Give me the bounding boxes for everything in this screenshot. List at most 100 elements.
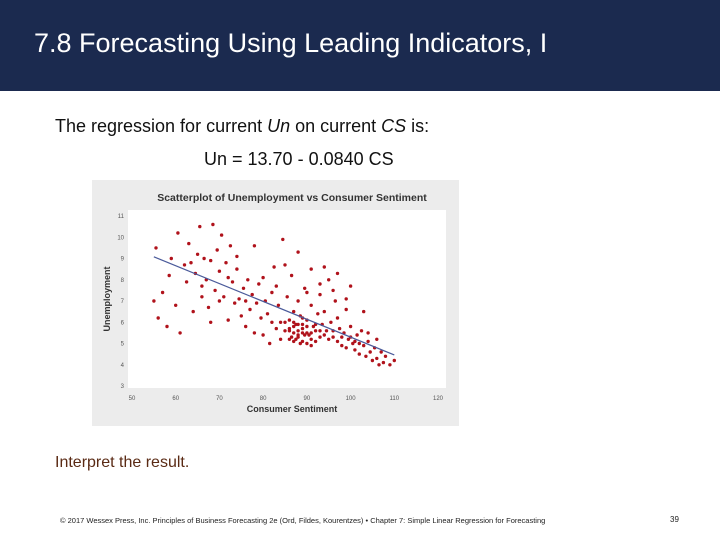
scatter-point [309,267,313,271]
scatter-point [344,297,348,301]
scatter-point [283,263,287,267]
scatter-point [241,286,246,290]
scatter-point [200,295,204,299]
y-tick-label: 3 [121,384,125,390]
scatter-point [327,337,331,341]
scatter-point [198,224,202,229]
scatter-point [187,241,191,246]
intro-prefix: The regression for current [55,116,268,136]
scatter-point [287,318,292,322]
scatter-point [357,352,361,356]
y-tick-label: 4 [121,363,125,369]
scatter-point [278,337,283,341]
scatter-point [296,250,300,254]
scatter-point [305,290,309,295]
tick-labels: 50 60 70 80 90 100 110 120 3 4 5 6 7 8 9 10 11 [117,214,443,402]
scatter-point [322,309,326,314]
scatter-point [318,335,322,339]
scatter-point [309,331,313,335]
scatter-point [283,320,287,324]
scatter-point [270,320,274,324]
scatter-point [355,333,359,337]
scatter-point [228,244,233,248]
interpret-prompt: Interpret the result. [55,454,190,471]
scatter-point [292,324,296,329]
scatter-point [289,335,294,339]
scatter-point [230,280,235,284]
y-axis-label: Unemployment [102,266,112,331]
scatter-point [287,326,292,331]
scatter-point [191,309,195,314]
scatter-point [300,339,305,344]
scatter-point [156,316,160,320]
scatter-point [296,299,300,303]
scatter-point [257,282,261,286]
scatter-point [219,233,224,237]
scatter-point [209,320,213,324]
scatter-point [307,333,311,337]
scatter-point [346,337,351,341]
scatter-point [244,299,248,303]
scatter-point [362,343,366,348]
scatter-point [167,273,171,278]
scatter-point [160,290,165,295]
scatter-point [316,312,320,316]
scatter-point [274,326,278,331]
y-tick-label: 9 [121,257,125,263]
scatter-point [222,295,226,299]
scatter-point [324,329,329,333]
scatter-point [305,331,309,335]
scatter-point [309,303,313,307]
scatter-point [296,329,300,333]
scatter-point [348,284,353,288]
scatter-point [353,348,357,352]
scatter-point [274,284,278,288]
scatter-point [309,337,313,341]
scatter-point [281,237,285,242]
scatter-point [388,363,392,367]
scatter-point [246,278,250,282]
scatter-point [182,263,187,267]
x-tick-label: 120 [433,396,444,402]
scatter-point [383,354,388,358]
scatter-point [292,331,296,335]
scatter-point [318,282,322,286]
regression-equation: Un = 13.70 - 0.0840 CS [204,149,394,169]
scatter-point [195,252,200,256]
scatter-point [206,305,211,310]
scatter-point [294,337,298,341]
scatter-point [375,337,379,341]
scatter-point [292,320,296,324]
scatter-point [300,331,305,335]
scatter-point [217,299,222,303]
scatter-point [268,341,272,346]
scatter-point [224,261,228,265]
scatter-chart: Scatterplot of Unemployment vs Consumer … [92,180,459,426]
intro-var-un: Un [267,116,291,136]
scatter-point [300,326,305,331]
scatter-point [278,320,283,324]
scatter-point [379,350,383,354]
scatter-point [289,273,294,278]
y-tick-label: 6 [121,320,125,326]
page-number: 39 [670,515,679,524]
y-tick-label: 10 [117,235,124,241]
scatter-point [300,322,305,327]
scatter-point [285,295,289,299]
scatter-point [252,331,257,335]
x-tick-label: 90 [304,396,311,402]
scatter-point [250,292,254,297]
scatter-point [252,244,257,248]
scatter-point [305,341,309,346]
scatter-point [353,339,357,344]
y-tick-label: 7 [121,299,125,305]
scatter-point [327,278,331,282]
scatter-point [348,324,353,329]
scatter-point [259,316,263,320]
intro-middle: on current [290,116,382,136]
scatter-point [366,331,370,335]
scatter-point [318,292,322,297]
scatter-point [261,275,265,280]
slide-title: 7.8 Forecasting Using Leading Indicators… [34,28,548,58]
scatter-point [303,333,307,337]
